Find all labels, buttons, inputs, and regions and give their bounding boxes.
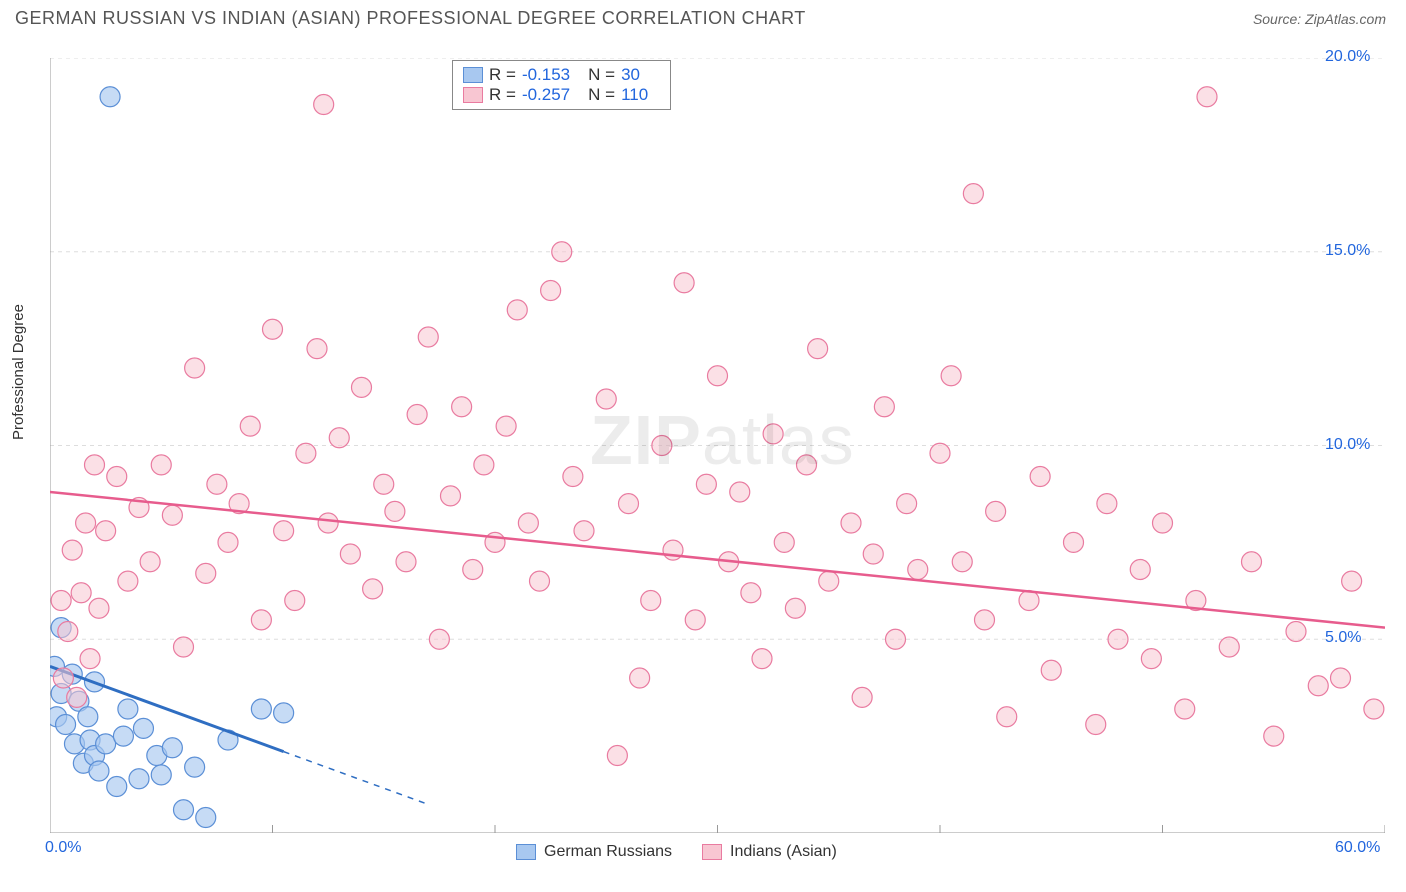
x-tick-label: 0.0% <box>45 839 81 857</box>
swatch-indian <box>463 87 483 103</box>
y-tick-label: 5.0% <box>1325 629 1361 647</box>
bottom-legend: German Russians Indians (Asian) <box>516 843 837 861</box>
legend-item-indian: Indians (Asian) <box>702 843 837 861</box>
legend-swatch-german <box>516 844 536 860</box>
legend-label-german: German Russians <box>544 843 672 861</box>
y-tick-label: 10.0% <box>1325 436 1370 454</box>
y-tick-label: 15.0% <box>1325 242 1370 260</box>
legend-swatch-indian <box>702 844 722 860</box>
stats-row-german: R = -0.153 N = 30 <box>463 65 660 85</box>
y-tick-label: 20.0% <box>1325 48 1370 66</box>
scatter-plot <box>50 58 1385 833</box>
y-axis-label: Professional Degree <box>10 304 27 440</box>
stats-row-indian: R = -0.257 N = 110 <box>463 85 660 105</box>
swatch-german <box>463 67 483 83</box>
legend-item-german: German Russians <box>516 843 672 861</box>
legend-label-indian: Indians (Asian) <box>730 843 837 861</box>
x-tick-label: 60.0% <box>1335 839 1380 857</box>
stats-legend-box: R = -0.153 N = 30 R = -0.257 N = 110 <box>452 60 671 110</box>
chart-title: GERMAN RUSSIAN VS INDIAN (ASIAN) PROFESS… <box>15 8 806 29</box>
source-attribution: Source: ZipAtlas.com <box>1253 11 1386 27</box>
